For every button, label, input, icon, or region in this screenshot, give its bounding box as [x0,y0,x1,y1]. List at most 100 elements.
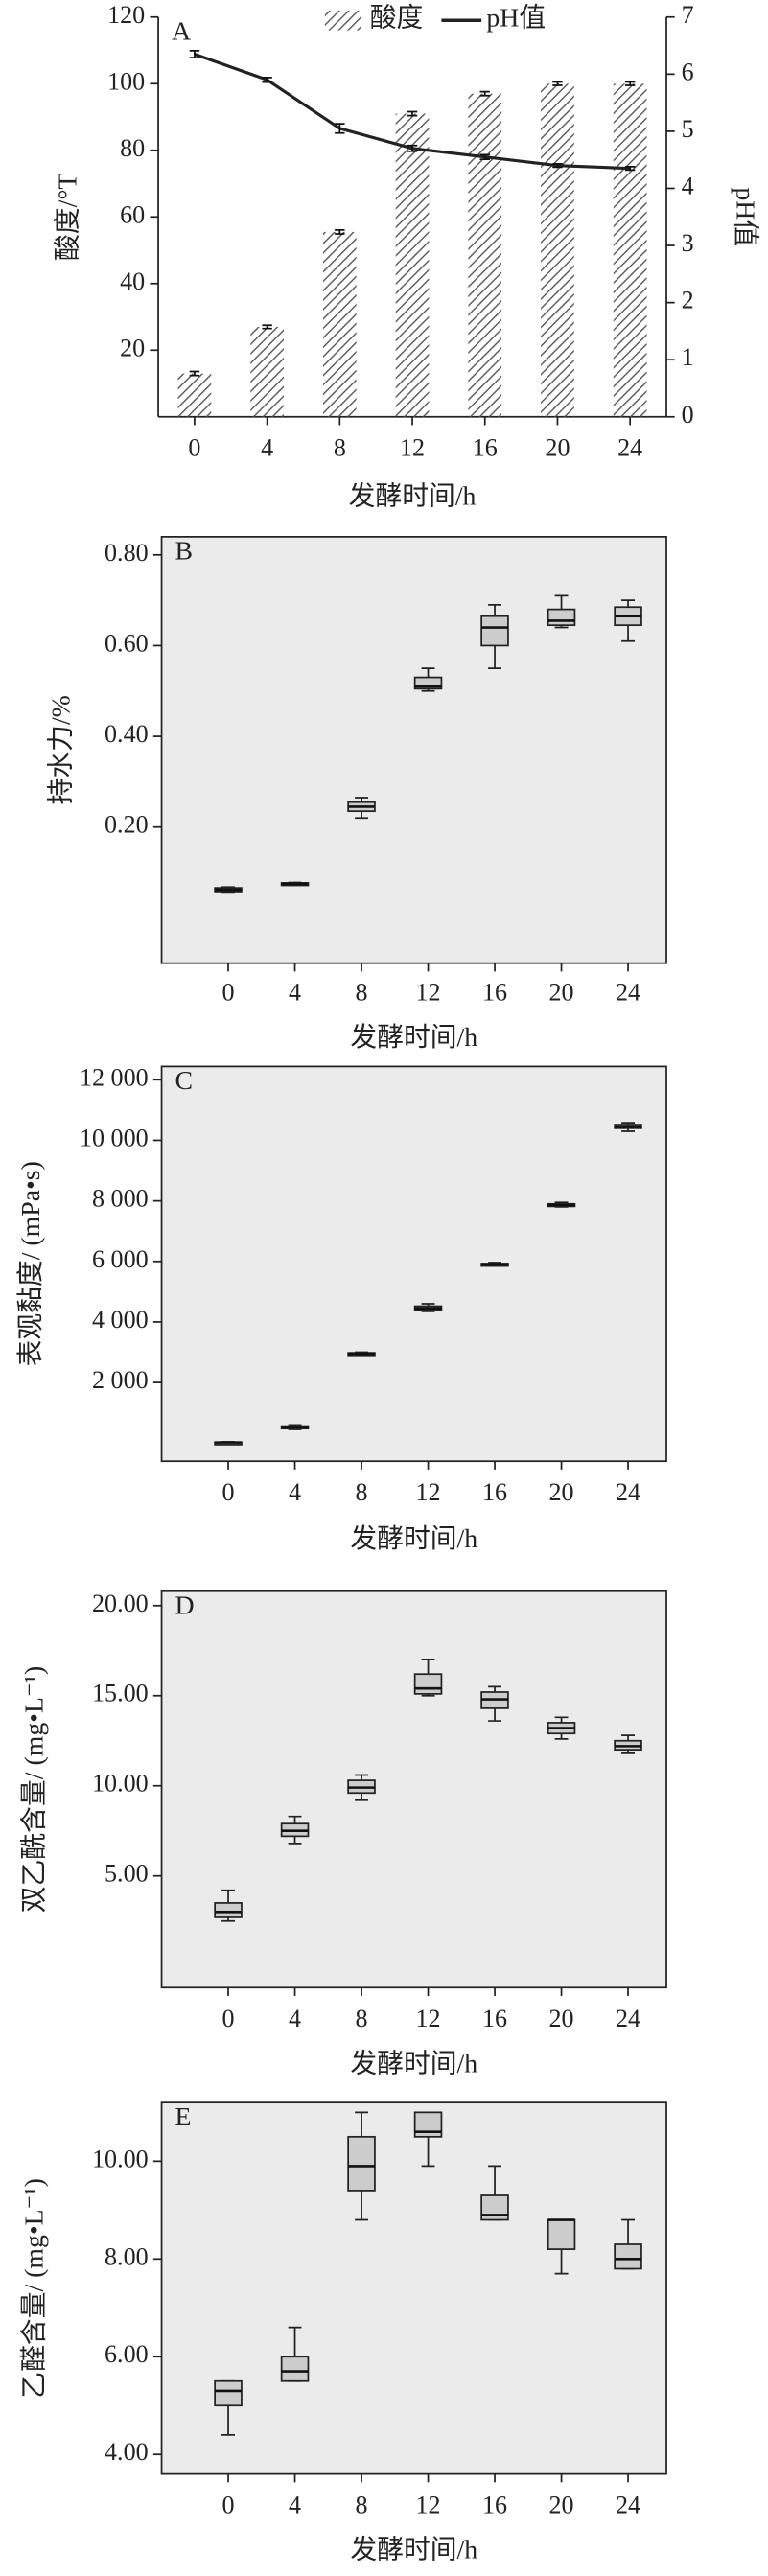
box [347,2135,376,2192]
panel-label: D [175,1590,194,1620]
x-tick-label: 20 [545,434,570,462]
x-tick-label: 8 [356,2005,368,2032]
y2-tick-label: 4 [682,172,694,199]
x-tick-label: 24 [616,979,640,1007]
x-tick-label: 20 [549,979,574,1007]
y-tick-label: 0.40 [105,720,149,748]
x-tick-label: 12 [416,1478,441,1506]
y-tick-label: 60 [120,200,145,228]
x-tick-label: 4 [289,2491,301,2518]
x-tick-label: 12 [400,434,425,462]
x-tick-label: 20 [549,2005,574,2032]
x-tick-label: 4 [289,2005,301,2032]
x-tick-label: 0 [222,2491,235,2518]
y-tick-label: 40 [120,267,145,295]
plot-background [160,1065,667,1463]
x-tick-label: 16 [482,979,507,1007]
x-tick-label: 16 [482,1478,507,1506]
x-tick-label: 8 [356,1478,368,1506]
error-bar [189,50,200,58]
plot-background [160,536,667,964]
panel-label: C [175,1066,193,1096]
panel-label: A [172,17,191,47]
x-tick-label: 0 [222,1478,235,1506]
plot-background [160,1590,667,1989]
y-tick-label: 120 [107,1,145,29]
error-bar [552,81,563,86]
x-tick-label: 12 [416,979,441,1007]
x-tick-label: 24 [617,434,642,462]
box [214,1902,243,1918]
y-tick-label: 4 000 [92,1306,149,1334]
x-tick-label: 16 [482,2005,507,2032]
x-tick-label: 8 [334,434,346,462]
y2-tick-label: 1 [682,343,694,371]
x-tick-label: 24 [616,2005,640,2032]
error-bar [552,162,563,169]
box [413,1673,443,1695]
panel-label: E [175,2102,191,2132]
x-tick-label: 20 [549,2491,574,2518]
x-tick-label: 8 [356,979,368,1007]
y-tick-label: 6.00 [105,2340,149,2368]
bar [250,326,285,417]
y-tick-label: 0.20 [105,811,149,839]
x-tick-label: 20 [549,1478,574,1506]
box [480,615,509,647]
x-tick-label: 8 [356,2491,368,2518]
y-tick-label: 20.00 [92,1590,149,1617]
legend-label: 酸度 [370,4,424,34]
y-tick-label: 20 [120,334,145,361]
x-tick-label: 0 [188,434,200,462]
y-tick-label: 6 000 [92,1245,149,1273]
y-tick-label: 100 [107,67,145,95]
error-bar [624,165,636,172]
error-bar [479,90,490,97]
y-tick-label: 5.00 [105,1860,149,1888]
y-axis-label: 酸度/°T [53,174,82,261]
box [413,676,443,690]
x-tick-label: 24 [616,2491,640,2518]
x-tick-label: 12 [416,2005,441,2032]
y2-axis-label: pH值 [731,187,760,246]
legend-label: pH值 [486,4,546,34]
bar [177,373,212,417]
x-axis-label: 发酵时间/h [350,2536,477,2565]
box [614,2243,642,2270]
error-bar [624,81,636,86]
error-bar [407,110,418,117]
y-axis-label: 持水力/% [46,695,76,804]
box [547,608,576,627]
x-tick-label: 12 [416,2491,441,2518]
y-tick-label: 0.80 [105,539,149,567]
x-axis-label: 发酵时间/h [350,2049,477,2078]
x-axis-label: 发酵时间/h [350,1524,477,1554]
y-axis-label: 乙醛含量/ (mg•L⁻¹) [20,2178,50,2399]
error-bar [479,153,490,160]
bar [541,83,574,417]
y2-tick-label: 0 [682,401,694,429]
y2-tick-label: 5 [682,115,694,143]
x-tick-label: 0 [222,2005,235,2032]
y-tick-label: 15.00 [92,1680,149,1707]
error-bar [335,228,345,235]
error-bar [335,123,345,134]
y-tick-label: 8.00 [105,2242,149,2270]
y-axis-label: 双乙酰含量/ (mg•L⁻¹) [20,1666,50,1913]
legend-swatch [324,10,362,31]
y-tick-label: 10 000 [80,1124,149,1151]
error-bar [262,77,272,83]
bar [395,113,430,417]
box [280,2356,310,2382]
bar [322,231,357,417]
box [214,2379,243,2407]
x-tick-label: 4 [289,979,301,1007]
error-bar [262,324,272,330]
error-bar [189,370,200,377]
y-tick-label: 80 [120,134,145,162]
y-tick-label: 10.00 [92,2145,149,2172]
y2-tick-label: 6 [682,58,694,85]
y-axis-label: 表观黏度/ (mPa•s) [16,1161,46,1366]
y-tick-label: 12 000 [80,1063,149,1091]
